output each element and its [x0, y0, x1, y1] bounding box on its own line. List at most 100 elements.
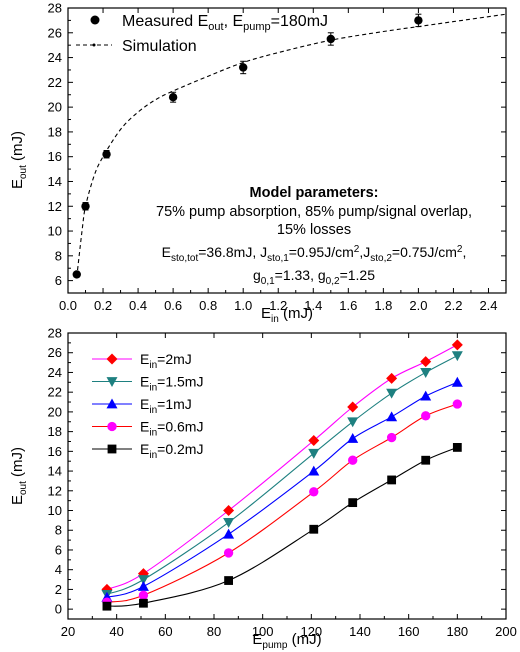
- measured-point: [414, 16, 423, 25]
- series-point: [347, 433, 359, 443]
- measured-point: [72, 270, 81, 279]
- x-axis-title-top: Ein (mJ): [261, 305, 313, 325]
- pump-series: [101, 339, 463, 611]
- legend-top: Measured Eout, Epump=180mJ Simulation: [76, 13, 328, 55]
- simulation-series: [76, 13, 507, 277]
- series-line: [106, 355, 458, 595]
- series-line: [106, 381, 458, 598]
- series-point: [137, 580, 149, 591]
- series-point: [223, 505, 235, 517]
- bottom-y-tick-label: 18: [48, 424, 62, 439]
- top-x-tick-label: 0.0: [59, 298, 77, 313]
- plot-frame-top: [67, 7, 507, 294]
- series-point: [223, 548, 234, 558]
- annotation-line1: 75% pump absorption, 85% pump/signal ove…: [156, 204, 472, 220]
- x-ticks-top: 0.0 0.2 0.4 0.6 0.8 1.0 1.2 1.4 1.6 1.8 2.0 2.2 2.4: [59, 8, 498, 313]
- series-point: [386, 432, 397, 443]
- bottom-x-tick-label: 60: [158, 624, 172, 639]
- series-point: [138, 590, 149, 601]
- top-x-tick-label: 0.8: [199, 298, 217, 313]
- measured-point: [81, 202, 90, 211]
- measured-series: [72, 13, 423, 279]
- series-point: [308, 434, 320, 446]
- legend-marker: [106, 353, 118, 365]
- top-x-tick-label: 1.8: [374, 298, 392, 313]
- bottom-x-tick-label: 20: [61, 624, 75, 639]
- top-x-tick-label: 1.4: [304, 298, 322, 313]
- series-point: [223, 517, 235, 528]
- top-y-tick-label: 20: [48, 100, 62, 115]
- legend-measured-marker: [90, 15, 100, 25]
- bottom-y-tick-label: 6: [55, 542, 62, 557]
- annotation-line3: Esto,tot=36.8mJ, Jsto,1=0.95J/cm2,Jsto,2…: [162, 244, 467, 264]
- series-point: [421, 411, 431, 421]
- bottom-y-tick-label: 12: [48, 483, 62, 498]
- annotation-line2: 15% losses: [277, 222, 351, 238]
- top-x-tick-label: 0.2: [94, 298, 112, 313]
- series-line: [106, 446, 458, 607]
- chart-top: 0.0 0.2 0.4 0.6 0.8 1.0 1.2 1.4 1.6 1.8 2.0 2.2 2.4 …: [9, 1, 507, 325]
- bottom-x-tick-label: 160: [398, 624, 420, 639]
- series-point: [137, 575, 149, 586]
- series-point: [139, 598, 148, 608]
- top-y-tick-label: 14: [48, 174, 62, 189]
- legend-label: Ein=2mJ: [140, 351, 192, 371]
- top-y-tick-label: 18: [48, 124, 62, 139]
- series-point: [224, 576, 233, 585]
- series-point: [452, 443, 462, 452]
- bottom-x-tick-label: 80: [207, 624, 221, 639]
- top-x-tick-label: 0.4: [129, 298, 147, 313]
- series-line: [106, 403, 458, 603]
- series-point: [308, 465, 320, 476]
- legend-marker: [106, 377, 118, 387]
- bottom-y-tick-label: 28: [48, 326, 62, 341]
- bottom-y-tick-label: 26: [48, 345, 62, 360]
- top-y-tick-label: 10: [48, 224, 62, 239]
- bottom-y-tick-label: 0: [55, 602, 62, 617]
- top-x-tick-label: 1.0: [234, 298, 252, 313]
- top-y-tick-label: 22: [48, 75, 62, 90]
- series-line: [106, 344, 458, 590]
- bottom-x-tick-label: 40: [109, 624, 123, 639]
- model-parameters-annotation: Model parameters: 75% pump absorption, 8…: [156, 185, 472, 287]
- legend-marker: [107, 421, 117, 432]
- series-point: [420, 368, 432, 378]
- top-x-tick-label: 2.0: [409, 298, 427, 313]
- simulation-line: [76, 13, 507, 277]
- measured-point: [239, 63, 248, 72]
- y-ticks-top: 6 8 10 12 14 16 18 20 22 24 26 28: [48, 1, 506, 288]
- y-axis-title-bottom: Eout (mJ): [9, 447, 29, 505]
- series-point: [420, 356, 432, 368]
- legend-label: Ein=1.5mJ: [140, 374, 203, 394]
- bottom-x-tick-label: 140: [349, 624, 371, 639]
- series-point: [451, 351, 463, 362]
- series-point: [386, 411, 398, 422]
- top-y-tick-label: 28: [48, 1, 62, 16]
- bottom-y-tick-label: 8: [55, 523, 62, 538]
- series-point: [309, 524, 319, 534]
- legend-measured-label: Measured Eout, Epump=180mJ: [122, 13, 328, 33]
- series-point: [421, 455, 431, 465]
- bottom-y-tick-label: 2: [55, 582, 62, 597]
- series-point: [223, 528, 235, 539]
- bottom-y-tick-label: 10: [48, 503, 62, 518]
- legend-marker: [107, 444, 117, 454]
- bottom-y-tick-label: 4: [55, 562, 62, 577]
- measured-point: [168, 93, 178, 102]
- bottom-y-tick-label: 22: [48, 385, 62, 400]
- top-x-tick-label: 0.6: [164, 298, 182, 313]
- legend-simulation-dot: [92, 43, 96, 47]
- series-point: [451, 376, 463, 387]
- chart-bottom: 20 40 60 80 100 120 140 160 180 200 0246810121416…: [9, 326, 517, 652]
- annotation-heading: Model parameters:: [250, 185, 379, 201]
- bottom-y-tick-label: 20: [48, 404, 62, 419]
- series-point: [386, 372, 398, 384]
- series-point: [386, 388, 398, 399]
- measured-point: [326, 34, 335, 44]
- legend-label: Ein=0.2mJ: [140, 441, 203, 461]
- top-x-tick-label: 2.2: [444, 298, 462, 313]
- top-x-tick-label: 1.2: [269, 298, 287, 313]
- x-ticks-bottom: 20 40 60 80 100 120 140 160 180 200: [61, 333, 517, 639]
